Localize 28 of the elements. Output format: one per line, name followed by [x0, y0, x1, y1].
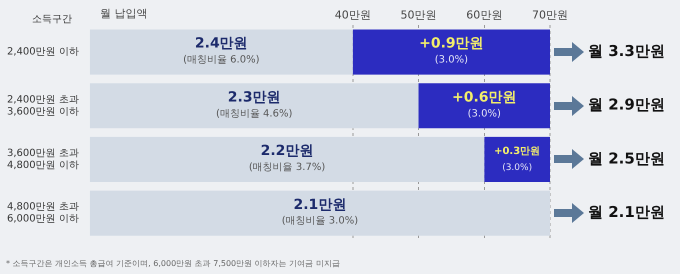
x-tick-label: 70만원: [532, 8, 568, 22]
y-tick-label: 2,400만원 이하: [6, 46, 79, 58]
annotation: +0.9만원 (3.0%): [419, 36, 484, 66]
annotation: 2.3만원 (매칭비율 4.6%): [216, 89, 292, 120]
bar: [418, 83, 550, 128]
total-label: 월 2.1만원: [588, 203, 665, 222]
annotation: 2.4만원 (매칭비율 6.0%): [183, 36, 260, 66]
x-tick-label: 40만원: [334, 8, 371, 22]
total-label: 월 2.5만원: [588, 149, 665, 168]
y-tick-label: 2,400만원 초과 3,600만원 이하: [6, 94, 79, 118]
annotation: +0.6만원 (3.0%): [452, 89, 517, 120]
text: * 소득구간은 개인소득 총급여 기준이며, 6,000만원 초과 7,500만원 이하자는 기여금 미지급: [6, 259, 340, 268]
bar: [90, 136, 484, 182]
total-label: 월 3.3만원: [588, 42, 665, 60]
y-tick-label: 4,800만원 초과 6,000만원 이하: [6, 202, 79, 225]
bar: [90, 190, 550, 236]
bar: [90, 83, 419, 128]
x-tick-label: 60만원: [466, 8, 502, 22]
total-label: 월 2.9만원: [588, 96, 665, 114]
y-tick-label: 3,600만원 초과 4,800만원 이하: [6, 148, 79, 172]
annotation: +0.3만원 (3.0%): [494, 146, 540, 173]
bar: [352, 29, 550, 75]
bar: [90, 29, 353, 75]
annotation: 2.1만원 (매칭비율 3.0%): [282, 196, 358, 227]
x-axis-title: 월 납입액: [100, 6, 148, 20]
y-axis-title: 소득구간: [32, 14, 72, 25]
annotation: 2.2만원 (매칭비율 3.7%): [248, 143, 326, 174]
x-tick-label: 50만원: [400, 8, 437, 22]
